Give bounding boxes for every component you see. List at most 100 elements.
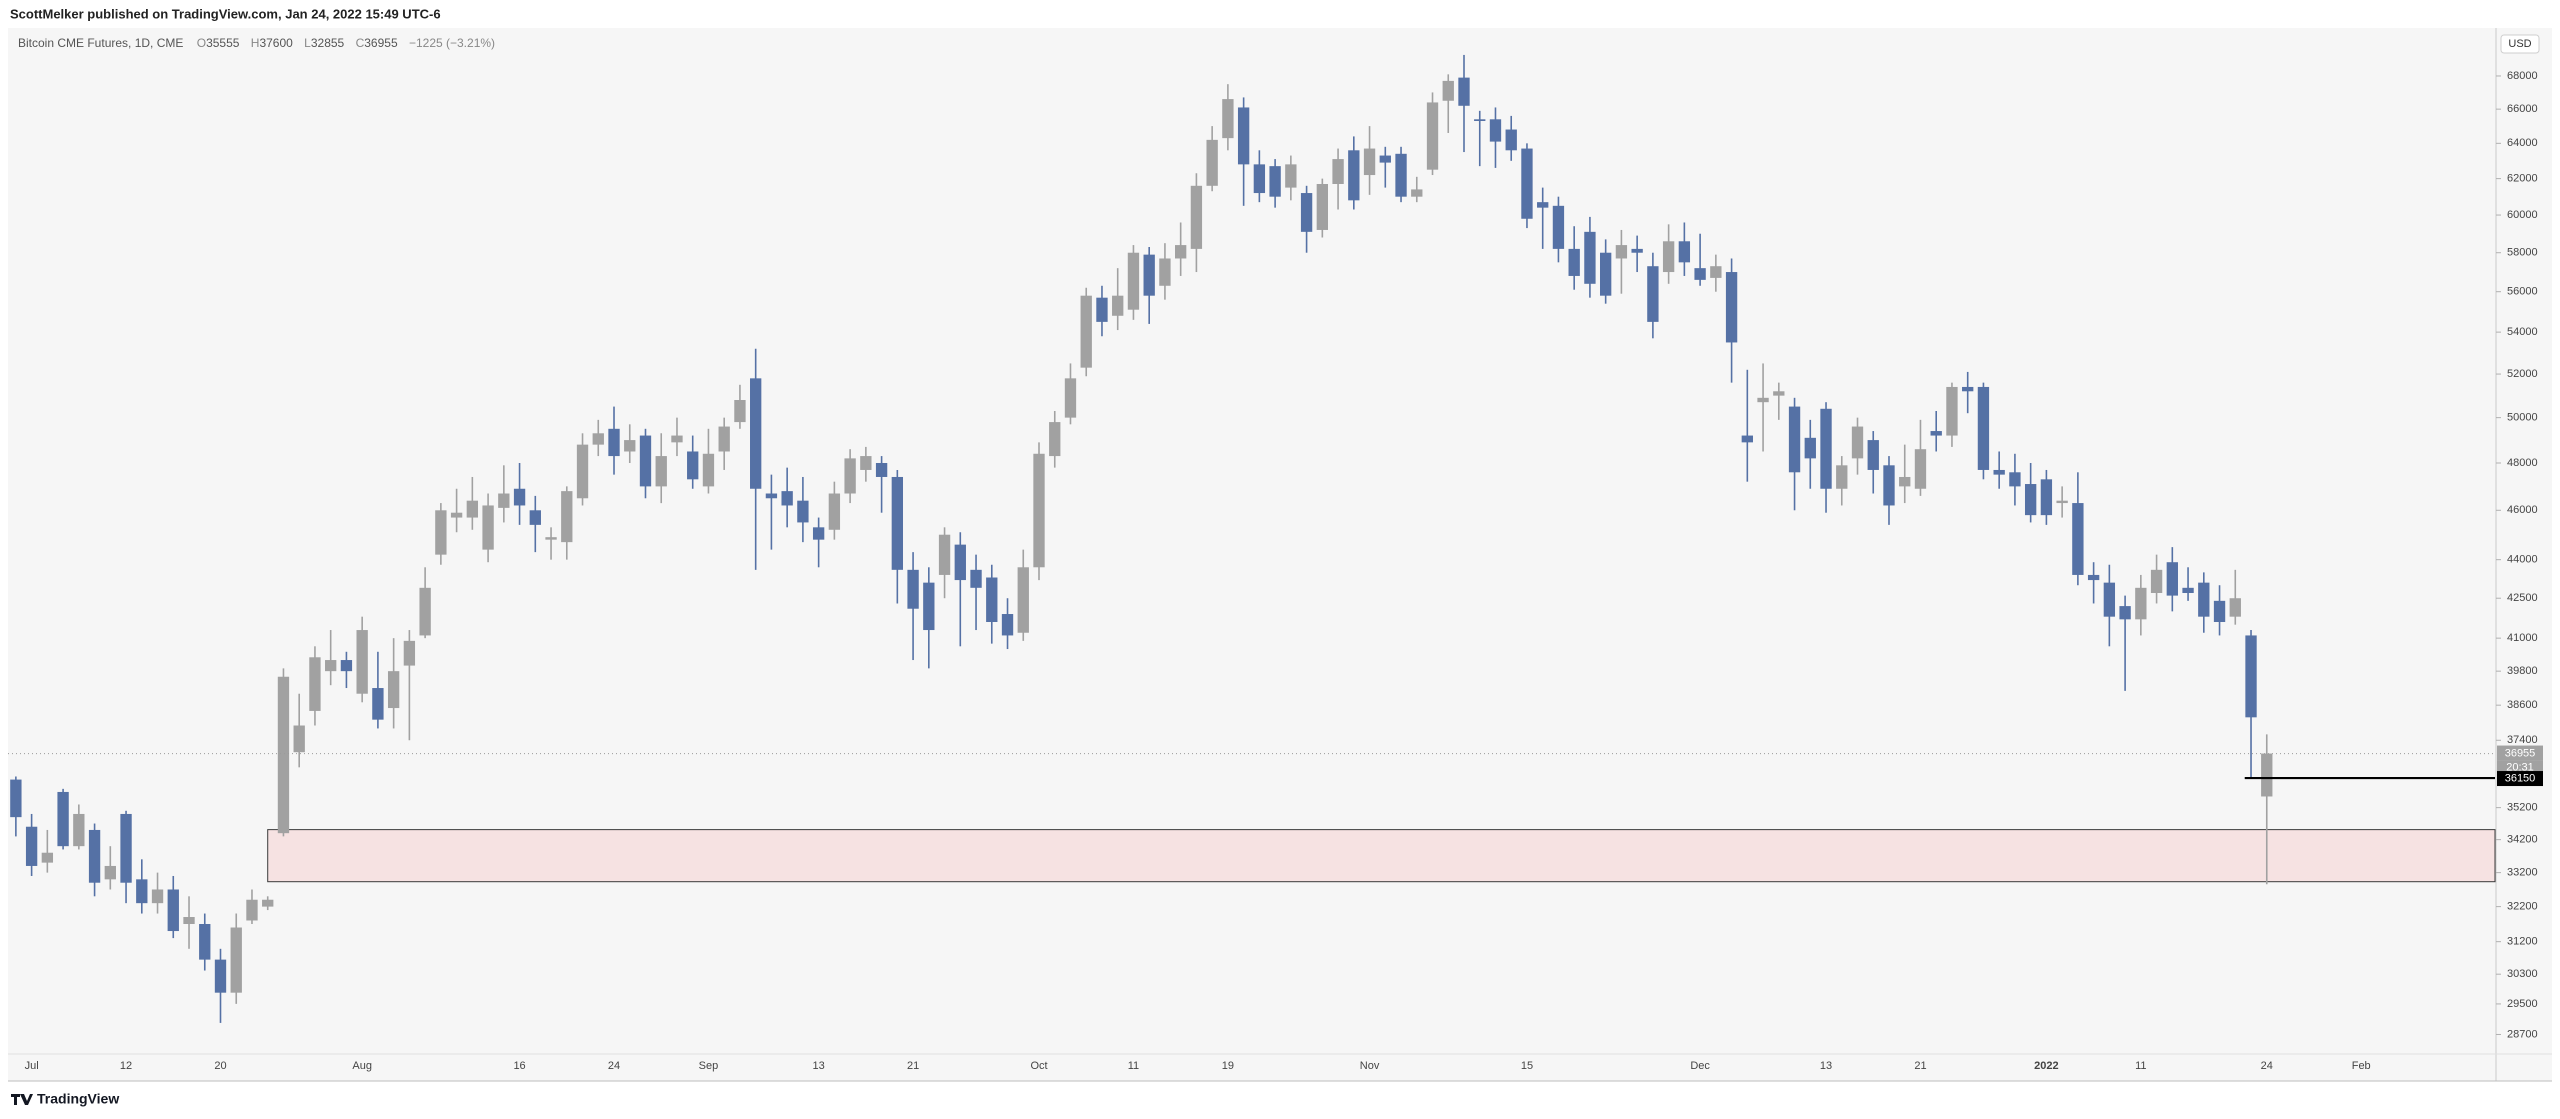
candle-body [1222, 99, 1234, 139]
candle-body [2198, 582, 2210, 617]
candle-body [151, 889, 164, 904]
legend-key: H [251, 36, 260, 50]
candle-body [797, 500, 809, 523]
candle-body [1977, 386, 1990, 470]
level-label: 36150 [2505, 772, 2536, 784]
candle-body [1804, 437, 1816, 459]
candle-body [844, 458, 856, 494]
candle-body [576, 444, 589, 499]
candle-body [25, 826, 38, 866]
candle-body [2135, 587, 2147, 620]
y-tick-label: 33200 [2507, 867, 2538, 879]
y-tick-label: 39800 [2507, 665, 2538, 677]
candle-body [1206, 139, 1218, 186]
candle-body [1190, 185, 1203, 249]
legend: Bitcoin CME Futures, 1D, CME O35555 H376… [18, 36, 495, 50]
candle-body [482, 505, 494, 550]
candle-body [262, 899, 274, 907]
candle-body [1773, 391, 1785, 396]
candle-body [1411, 189, 1423, 197]
brand-name: TradingView [37, 1091, 119, 1107]
candle-body [702, 453, 715, 487]
candle-body [891, 476, 904, 570]
candle-body [1316, 184, 1328, 230]
countdown-label: 20:31 [2506, 761, 2534, 773]
candle-body [230, 927, 242, 993]
y-tick-label: 46000 [2507, 504, 2538, 516]
candles [10, 54, 2273, 1023]
candle-body [1096, 297, 1108, 322]
currency-label[interactable]: USD [2508, 38, 2531, 50]
candle-body [419, 587, 431, 636]
legend-key: L [304, 36, 311, 50]
candle-body [136, 879, 148, 904]
candle-body [624, 440, 636, 452]
candle-body [293, 725, 305, 753]
candle-body [120, 813, 132, 883]
y-tick-label: 52000 [2507, 368, 2538, 380]
candle-body [1836, 465, 1848, 489]
candle-body [1552, 205, 1565, 249]
candle-body [498, 493, 510, 508]
candle-body [1269, 166, 1281, 197]
brand-logo [11, 1094, 33, 1105]
candle-body [1851, 426, 1864, 459]
candle-body [2182, 587, 2194, 594]
candle-body [2072, 503, 2084, 575]
candle-body [907, 569, 919, 609]
y-tick-label: 29500 [2507, 998, 2538, 1010]
candle-body [2024, 484, 2037, 516]
candle-body [403, 640, 416, 666]
candle-body [1914, 449, 1927, 489]
candle-body [1505, 129, 1517, 151]
y-tick-label: 48000 [2507, 457, 2538, 469]
candle-body [1001, 614, 1014, 636]
candle-body [1725, 272, 1738, 343]
candle-body [2261, 753, 2273, 797]
candle-body [608, 428, 620, 457]
candle-body [1615, 245, 1628, 259]
last-price-box [2497, 745, 2543, 761]
candle-body [1647, 266, 1659, 322]
candle-body [1962, 386, 1974, 392]
y-tick-label: 44000 [2507, 554, 2538, 566]
candle-body [639, 435, 652, 487]
y-tick-label: 60000 [2507, 209, 2538, 221]
candle-body [277, 676, 290, 834]
candle-body [10, 779, 22, 818]
y-tick-label: 31200 [2507, 936, 2538, 948]
candle-body [970, 569, 982, 588]
candle-body [687, 451, 699, 480]
candle-body [1348, 150, 1360, 201]
y-tick-label: 30300 [2507, 968, 2538, 980]
legend-key: C [356, 36, 365, 50]
x-tick-label: 13 [813, 1060, 825, 1072]
candle-body [781, 491, 793, 506]
candle-body [1253, 164, 1266, 194]
candle-body [954, 544, 966, 581]
currency-button[interactable] [2500, 34, 2540, 54]
candle-body [435, 510, 447, 555]
candle-body [1883, 465, 1895, 506]
y-tick-label: 66000 [2507, 103, 2538, 115]
candle-body [1521, 148, 1533, 219]
candle-body [88, 829, 101, 883]
candle-body [1930, 431, 1942, 436]
chart-pane [8, 28, 2552, 1081]
x-tick-label: 11 [2135, 1060, 2146, 1072]
candle-body [2245, 635, 2257, 718]
x-tick-label: 21 [907, 1060, 919, 1072]
candle-body [923, 582, 935, 631]
candle-body [2213, 600, 2226, 623]
candle-body [513, 488, 526, 506]
candle-body [2056, 500, 2068, 504]
candle-body [750, 378, 762, 489]
candle-body [387, 671, 400, 709]
candle-body [655, 456, 667, 487]
y-tick-label: 37400 [2507, 734, 2538, 746]
candle-body [1127, 252, 1140, 310]
candle-body [561, 491, 573, 543]
legend-low: 32855 [311, 36, 345, 50]
candle-body [104, 865, 116, 880]
